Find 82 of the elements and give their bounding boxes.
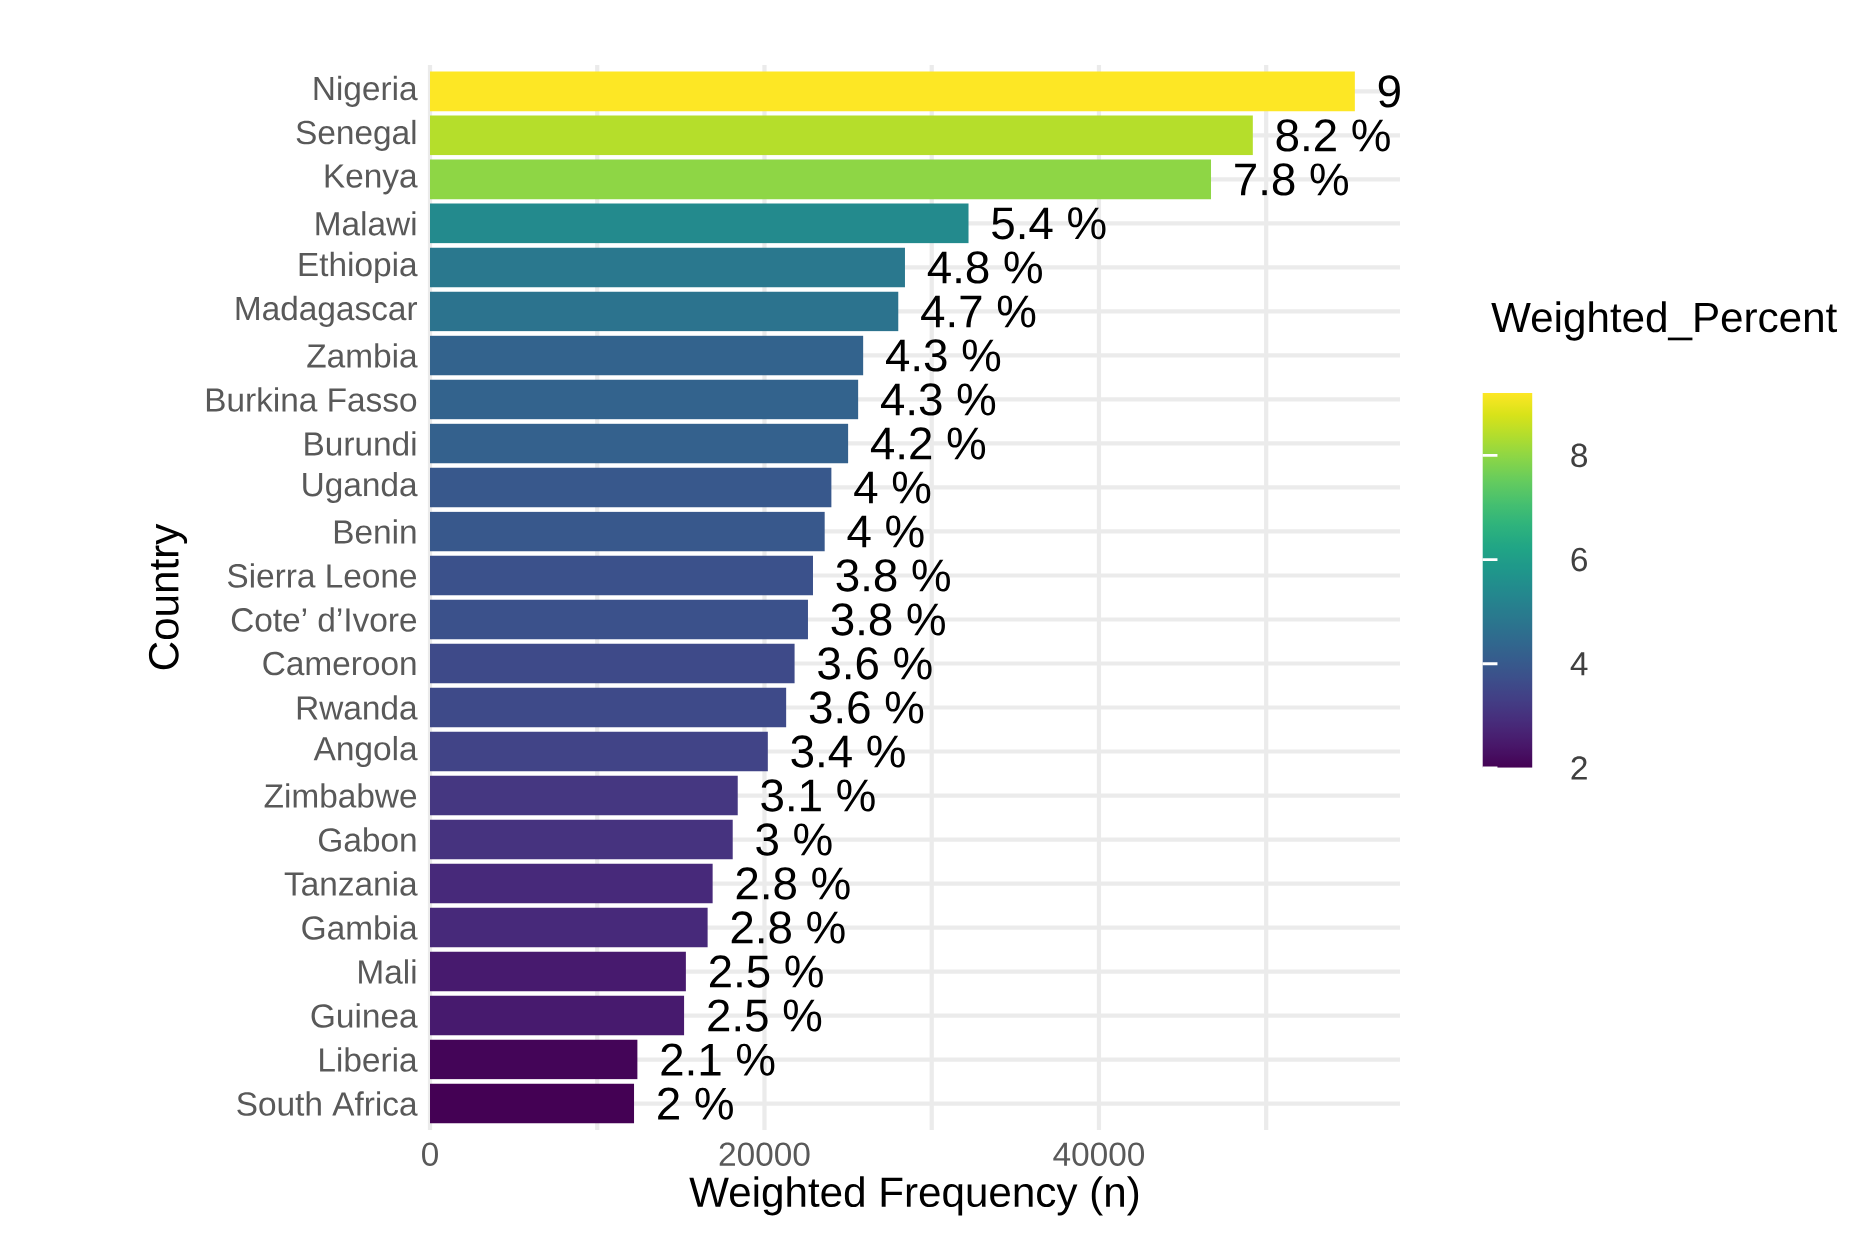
y-tick-label: Cameroon [263, 651, 416, 676]
annotation: 4 % [854, 471, 931, 504]
bar [430, 203, 969, 244]
bar [430, 951, 686, 992]
annotation: 2.1 % [661, 1043, 775, 1076]
annotation: 2.5 % [708, 999, 822, 1032]
bar [430, 291, 899, 332]
annotation: 2.8 % [736, 867, 850, 900]
y-tick-label: Ethiopia [299, 251, 418, 284]
y-tick-label: Rwanda [297, 695, 418, 720]
y-tick-label: Senegal [296, 119, 416, 151]
y-tick-label: Liberia [320, 1047, 418, 1072]
y-tick-label: South Africa [237, 1091, 418, 1116]
y-tick-label: Burundi [305, 431, 416, 456]
bar [430, 555, 813, 596]
bar [430, 379, 859, 420]
bar [430, 335, 864, 376]
bar [430, 775, 738, 816]
y-tick-label: Nigeria [314, 75, 418, 107]
annotation: 7.8 % [1235, 163, 1348, 196]
annotation: 3.6 % [818, 647, 932, 680]
y-tick-label: Gabon [318, 827, 416, 852]
y-tick-label: Guinea [311, 1003, 418, 1028]
bar [430, 71, 1355, 112]
annotation: 9 [1378, 75, 1400, 108]
x-tick-label: 0 [422, 1142, 438, 1167]
y-tick-label: Mali [359, 959, 416, 984]
y-tick-label: Zambia [307, 343, 418, 368]
x-tick-label: 20000 [719, 1142, 810, 1167]
color-bar-label: 4 [1570, 652, 1588, 676]
annotation: 4.3 % [880, 383, 996, 416]
annotation: 8.2 % [1276, 119, 1390, 152]
bar [430, 995, 685, 1036]
color-bar-label: 2 [1571, 756, 1587, 780]
annotation: 3.8 % [836, 559, 950, 592]
bar [430, 467, 832, 508]
annotation: 3.8 % [831, 603, 945, 636]
annotation: 3.6 % [809, 691, 924, 724]
bar [430, 247, 905, 288]
bar [430, 731, 768, 772]
y-tick-label: Kenya [325, 164, 418, 195]
bar [430, 1039, 638, 1080]
y-tick-label: Uganda [303, 471, 418, 504]
bar [430, 907, 708, 948]
bar [430, 115, 1253, 156]
y-tick-label: Burkina Fasso [206, 387, 417, 412]
bar [430, 511, 825, 552]
bar [430, 863, 713, 904]
annotation: 2 % [658, 1087, 733, 1120]
color-bar-title: Weighted_Percent [1491, 301, 1837, 341]
y-tick-label: Tanzania [284, 871, 418, 896]
annotation: 5.4 % [992, 207, 1106, 240]
y-tick-label: Angola [313, 735, 418, 768]
annotation: 4.8 % [927, 251, 1042, 284]
bar [430, 643, 795, 684]
color-bar-label: 6 [1571, 547, 1587, 572]
y-tick-label: Sierra Leone [227, 563, 417, 588]
y-tick-label: Zimbabwe [264, 783, 417, 808]
bar [430, 423, 849, 464]
annotation: 2.8 % [731, 911, 845, 944]
color-bar-label: 8 [1571, 443, 1588, 468]
annotation: 4.3 % [885, 339, 1001, 372]
y-tick-label: Gambia [302, 915, 418, 940]
annotation: 3.4 % [791, 735, 905, 768]
bar [430, 599, 808, 640]
y-axis-title: Country [148, 523, 188, 670]
x-tick-label: 40000 [1053, 1142, 1145, 1167]
bar [430, 819, 733, 860]
annotation: 4.7 % [921, 295, 1036, 328]
annotation: 2.5 % [709, 955, 823, 988]
annotation: 4 % [847, 515, 924, 548]
bar [430, 159, 1212, 200]
y-tick-label: Cote’ d’Ivore [231, 607, 417, 632]
bar [430, 1083, 635, 1124]
y-tick-label: Benin [334, 519, 416, 544]
annotation: 3 % [756, 823, 832, 856]
x-axis-title: Weighted Frequency (n) [689, 1176, 1139, 1216]
y-tick-label: Malawi [316, 211, 416, 236]
annotation: 4.2 % [870, 427, 986, 460]
bar [430, 687, 787, 728]
annotation: 3.1 % [761, 779, 875, 812]
y-tick-label: Madagascar [236, 295, 418, 328]
